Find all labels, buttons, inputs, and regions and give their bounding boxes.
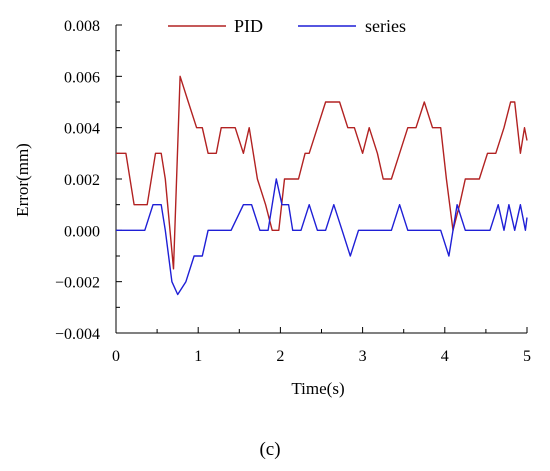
- y-tick-label: −0.002: [55, 275, 100, 292]
- y-tick-label: −0.004: [55, 326, 100, 343]
- y-axis-ticks: −0.004 −0.002 0.000 0.002 0.004 0.006 0.008: [55, 18, 122, 343]
- x-axis-title: Time(s): [291, 379, 344, 398]
- figure-caption: (c): [259, 439, 280, 460]
- y-tick-label: 0.000: [64, 223, 100, 240]
- x-tick-label: 1: [194, 348, 202, 365]
- series-line-series: [116, 178, 528, 296]
- y-tick-label: 0.008: [64, 18, 100, 35]
- x-tick-label: 5: [523, 348, 531, 365]
- y-tick-label: 0.004: [64, 121, 100, 138]
- series-line-pid: [116, 75, 528, 270]
- y-axis-title: Error(mm): [13, 143, 32, 217]
- x-tick-label: 4: [441, 348, 449, 365]
- x-tick-label: 2: [276, 348, 284, 365]
- x-tick-label: 3: [359, 348, 367, 365]
- legend: PID series: [168, 16, 406, 36]
- y-tick-label: 0.006: [64, 69, 100, 86]
- legend-label-series: series: [365, 16, 406, 36]
- x-tick-label: 0: [112, 348, 120, 365]
- series-lines: [116, 75, 528, 296]
- y-tick-label: 0.002: [64, 172, 100, 189]
- legend-label-pid: PID: [234, 16, 263, 36]
- x-axis-ticks: 0 1 2 3 4 5: [112, 327, 531, 365]
